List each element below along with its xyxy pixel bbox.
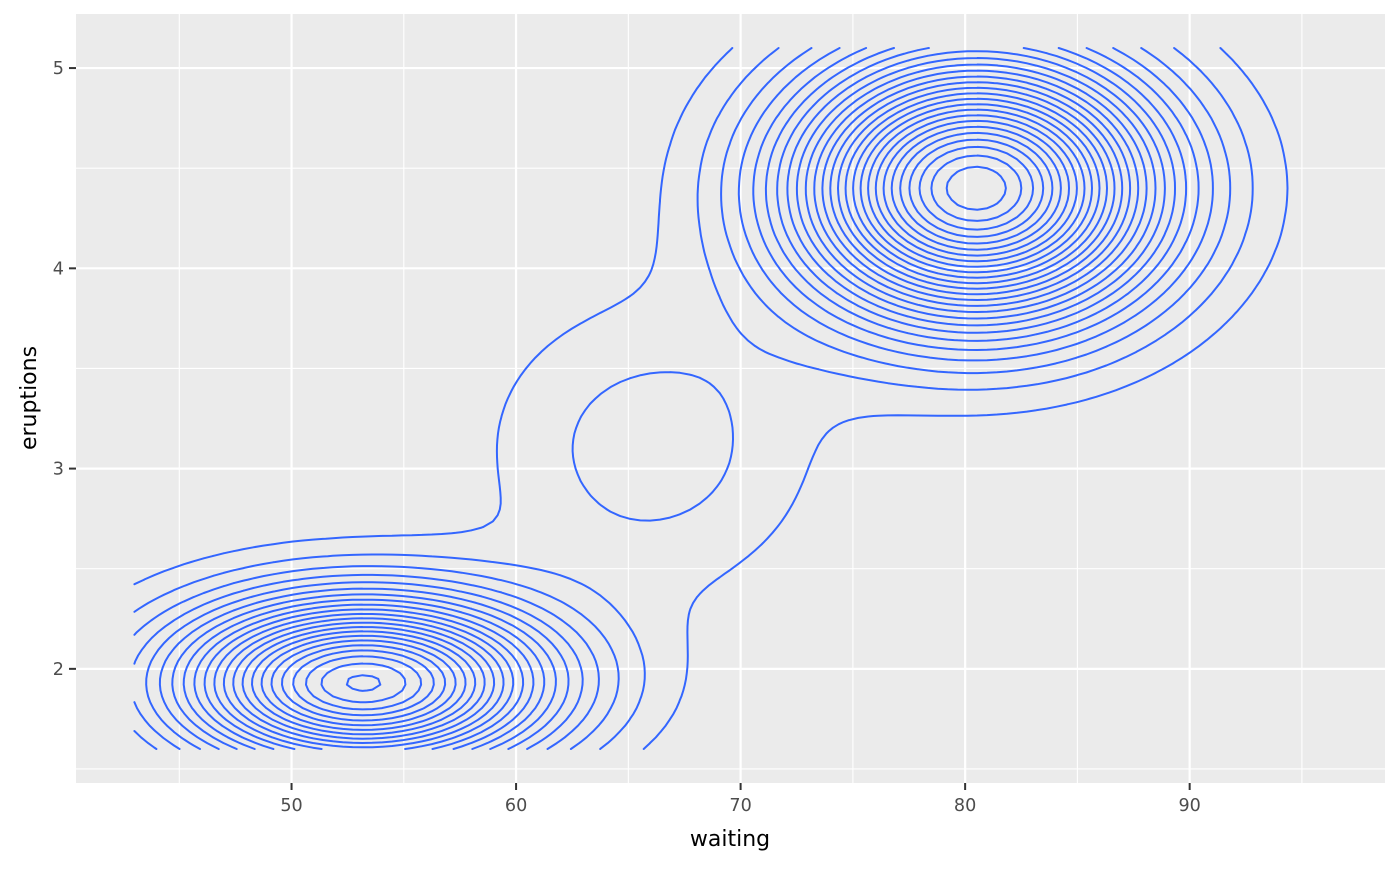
x-tick-label: 80 [954,796,976,816]
y-tick-label: 3 [53,460,64,480]
x-tick-label: 50 [280,796,302,816]
contour-line [203,63,1148,750]
contour-line [171,47,1176,750]
y-tick-label: 2 [53,660,64,680]
contour-line [133,47,1232,750]
contour-line [133,47,1254,750]
contour-line [193,57,1157,750]
y-tick-label: 4 [53,259,64,279]
contour-lines [133,47,1289,750]
contour-line [251,92,1108,736]
y-tick-label: 5 [53,59,64,79]
y-axis-label: eruptions [17,346,42,450]
contour-line [281,108,1086,722]
contour-line [908,138,1045,238]
contour-line [213,69,1140,750]
x-axis-label: waiting [690,827,770,852]
contour-line [260,97,1101,731]
contour-line [145,47,1200,750]
contour-line [222,75,1132,749]
contour-line [241,86,1116,740]
contour-line [232,81,1124,744]
axes: 50 60 70 80 90 2 3 4 5 [53,59,1201,816]
contour-line [182,50,1166,750]
contour-line [305,119,1070,711]
contour-line [918,145,1035,231]
contour-line [133,47,1214,750]
contour-line [292,114,1078,717]
contour-line [158,47,1188,750]
contour-line [345,131,1054,692]
contour-line [945,165,1007,211]
contour-line [930,154,1023,222]
grid-lines [76,14,1385,783]
contour-line [133,47,1289,750]
contour-line [270,103,1093,727]
x-tick-label: 90 [1178,796,1200,816]
contour-line [320,125,1062,704]
x-tick-label: 70 [729,796,751,816]
x-tick-label: 60 [505,796,527,816]
